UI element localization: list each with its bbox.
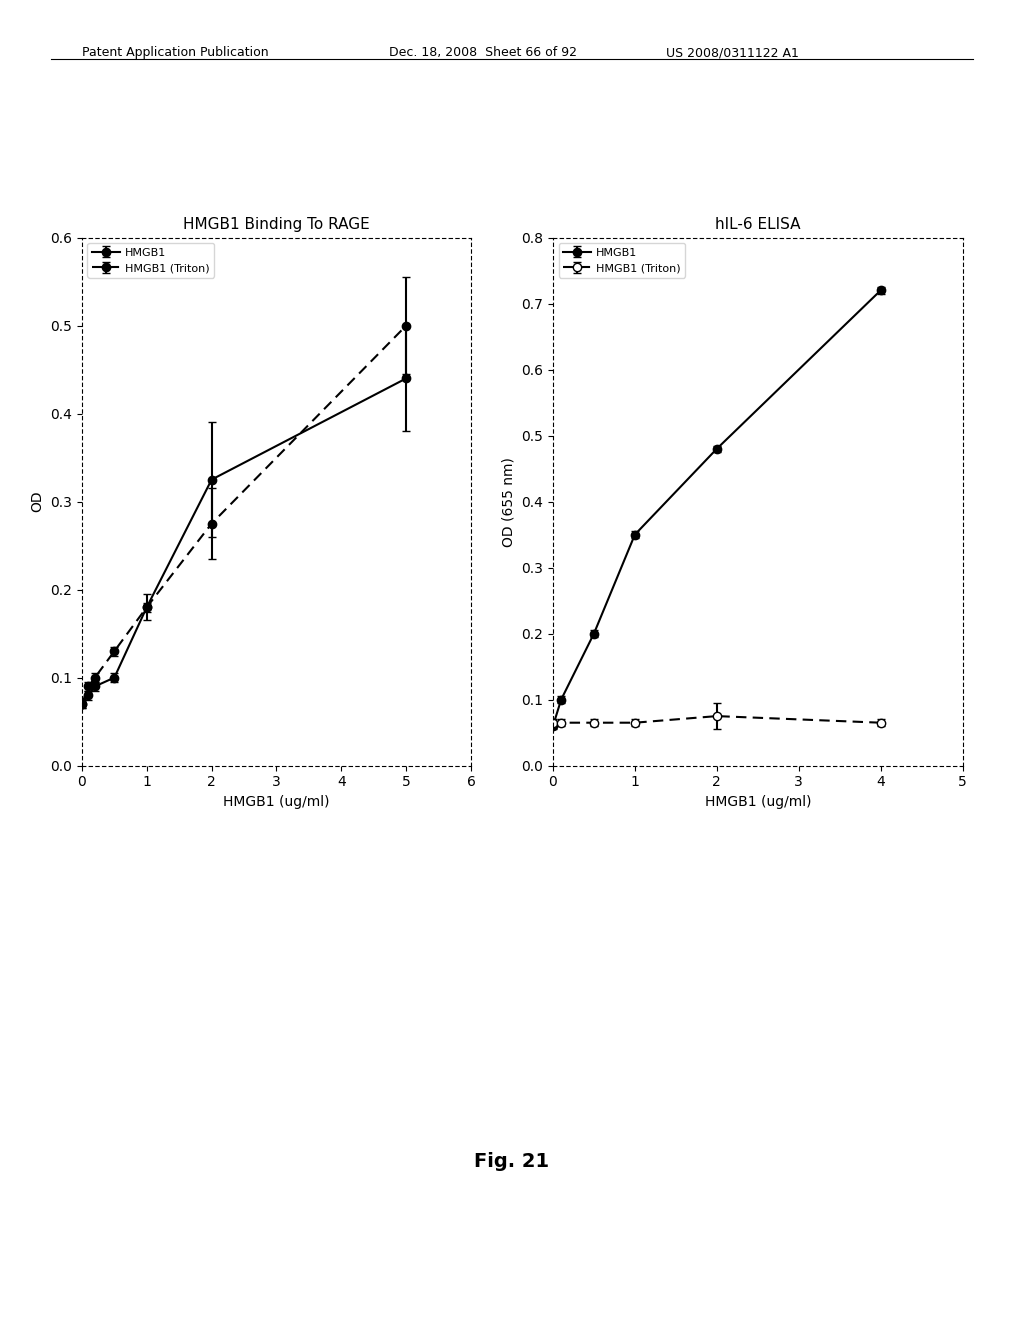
Text: US 2008/0311122 A1: US 2008/0311122 A1 — [666, 46, 799, 59]
X-axis label: HMGB1 (ug/ml): HMGB1 (ug/ml) — [223, 795, 330, 809]
X-axis label: HMGB1 (ug/ml): HMGB1 (ug/ml) — [705, 795, 811, 809]
Legend: HMGB1, HMGB1 (Triton): HMGB1, HMGB1 (Triton) — [558, 243, 685, 277]
Legend: HMGB1, HMGB1 (Triton): HMGB1, HMGB1 (Triton) — [87, 243, 214, 277]
Text: Dec. 18, 2008  Sheet 66 of 92: Dec. 18, 2008 Sheet 66 of 92 — [389, 46, 578, 59]
Y-axis label: OD: OD — [31, 491, 45, 512]
Text: Patent Application Publication: Patent Application Publication — [82, 46, 268, 59]
Text: Fig. 21: Fig. 21 — [474, 1152, 550, 1171]
Title: hIL-6 ELISA: hIL-6 ELISA — [715, 218, 801, 232]
Title: HMGB1 Binding To RAGE: HMGB1 Binding To RAGE — [183, 218, 370, 232]
Y-axis label: OD (655 nm): OD (655 nm) — [502, 457, 516, 546]
